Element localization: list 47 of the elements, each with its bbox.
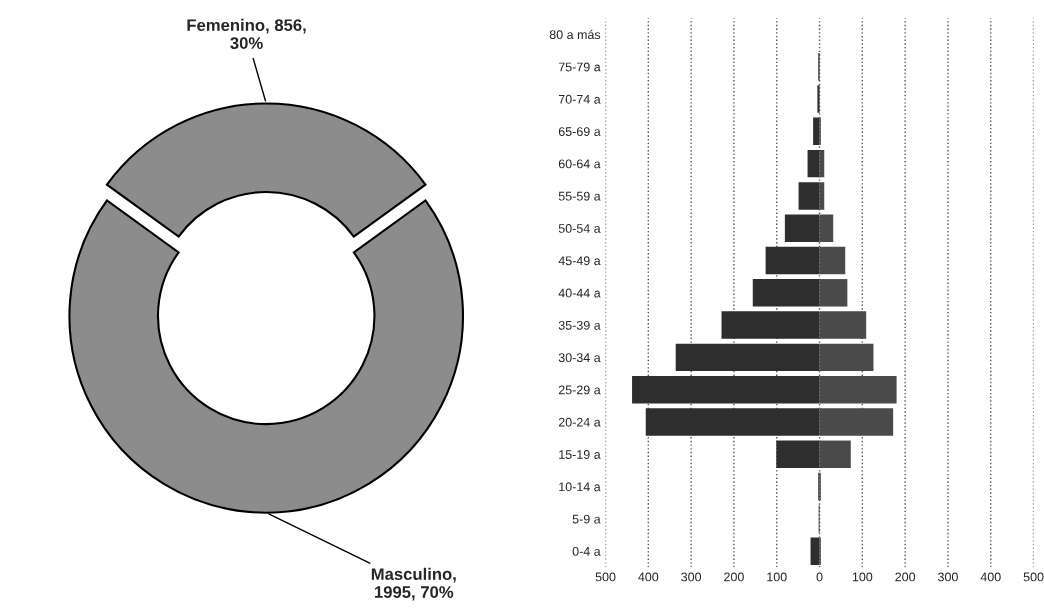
bar bbox=[810, 537, 820, 565]
bar bbox=[807, 149, 820, 178]
y-tick-label: 55-59 a bbox=[558, 191, 601, 201]
y-tick-label: 65-69 a bbox=[558, 127, 601, 136]
y-tick-label: 0-4 a bbox=[572, 546, 601, 556]
x-tick-label: 200 bbox=[724, 572, 744, 582]
bar bbox=[819, 246, 846, 275]
x-tick-label: 0 bbox=[816, 572, 823, 582]
bar bbox=[632, 375, 820, 404]
x-tick-label: 500 bbox=[595, 572, 616, 582]
x-tick-label: 300 bbox=[681, 572, 702, 582]
slice-label: Femenino, 856, 30% bbox=[187, 18, 306, 49]
x-tick-label: 300 bbox=[938, 572, 958, 582]
bar bbox=[817, 85, 820, 113]
bar bbox=[752, 279, 820, 307]
bar bbox=[819, 440, 851, 468]
y-tick-label: 10-14 a bbox=[559, 482, 601, 492]
bar bbox=[776, 440, 820, 468]
x-tick-label: 500 bbox=[1023, 572, 1044, 582]
bar bbox=[819, 214, 834, 242]
y-tick-label: 15-19 a bbox=[559, 450, 601, 459]
y-tick-label: 70-74 a bbox=[558, 94, 601, 104]
bar bbox=[721, 311, 820, 339]
y-tick-label: 45-49 a bbox=[558, 256, 601, 266]
y-tick-label: 75-79 a bbox=[558, 62, 601, 72]
y-tick-label: 40-44 a bbox=[558, 288, 601, 298]
bar bbox=[784, 214, 820, 242]
y-tick-label: 25-29 a bbox=[558, 385, 601, 395]
x-tick-label: 400 bbox=[980, 572, 1001, 582]
y-tick-label: 20-24 a bbox=[558, 417, 601, 427]
x-tick-label: 400 bbox=[638, 572, 659, 582]
x-tick-label: 100 bbox=[852, 572, 873, 582]
bar bbox=[675, 343, 820, 372]
y-tick-label: 30-34 a bbox=[558, 353, 601, 363]
bar bbox=[813, 117, 820, 146]
slice-label: Masculino, 1995, 70% bbox=[371, 567, 456, 601]
y-tick-label: 80 a más bbox=[549, 29, 601, 40]
y-tick-label: 35-39 a bbox=[558, 320, 601, 330]
bar bbox=[798, 182, 820, 210]
x-tick-label: 200 bbox=[895, 572, 916, 582]
bar bbox=[765, 246, 820, 275]
y-tick-label: 60-64 a bbox=[558, 159, 601, 169]
x-tick-label: 100 bbox=[767, 572, 787, 582]
bar bbox=[819, 279, 848, 307]
bar bbox=[645, 408, 820, 436]
y-tick-label: 5-9 a bbox=[572, 514, 601, 524]
y-tick-label: 50-54 a bbox=[558, 224, 601, 233]
